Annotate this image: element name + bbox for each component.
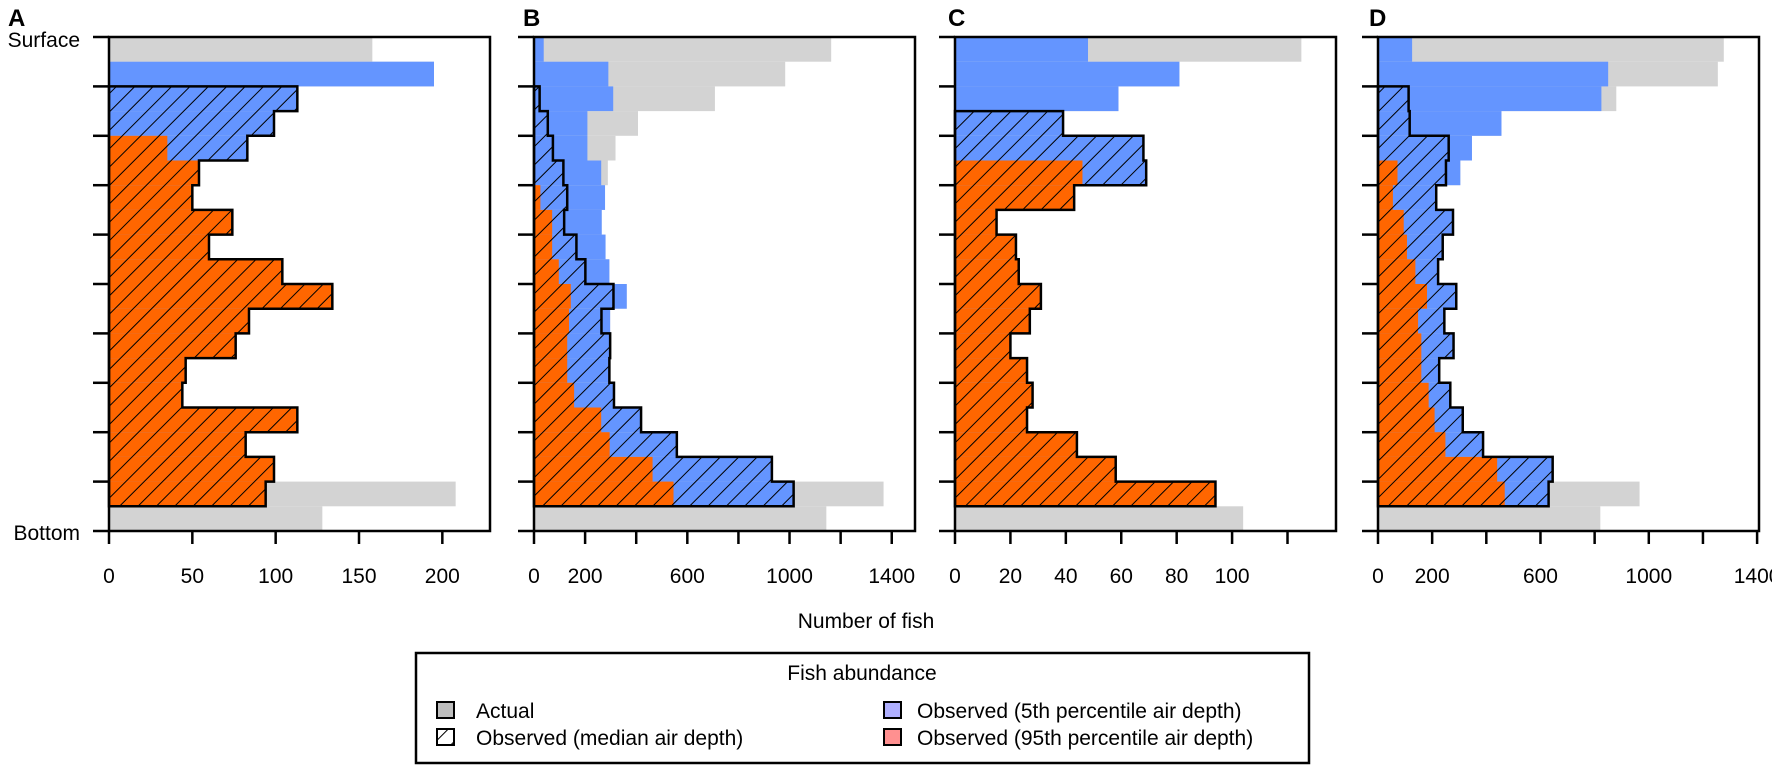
bar-median [107,85,334,508]
panel-letter: D [1369,5,1386,32]
bar-p5 [109,61,434,87]
legend: Fish abundance Actual Observed (median a… [414,651,1311,765]
bar-actual [1378,506,1601,531]
bar-median [1376,85,1554,508]
panel-letter: B [523,5,540,32]
bar-p5 [534,61,609,87]
x-tick-label: 1000 [1625,565,1672,588]
legend-label-p5: Observed (5th percentile air depth) [917,700,1242,723]
x-tick-label: 20 [999,565,1022,588]
panel-letter: C [948,5,965,32]
legend-swatch-p95 [883,728,902,746]
bar-actual [109,506,323,531]
x-tick-label: 100 [1215,565,1250,588]
bar-actual [1378,37,1724,62]
legend-label-p95: Observed (95th percentile air depth) [917,727,1253,750]
bar-actual [109,37,373,62]
panel-c: C 0 20 40 60 80 100 [939,5,1338,588]
x-tick-label: 50 [181,565,204,588]
bar-median [953,109,1217,508]
x-tick-label: 100 [258,565,293,588]
bar-actual [534,37,832,62]
x-tick-label: 1400 [1734,565,1772,588]
bar-p5 [955,86,1119,112]
x-tick-label: 0 [528,565,540,588]
panel-b: B 0 200 600 1000 1400 [518,5,917,588]
panel-d: D 0 200 600 1000 1400 [1362,5,1772,588]
legend-box [414,651,1311,765]
y-label-bottom: Bottom [13,522,80,545]
x-tick-label: 80 [1165,565,1188,588]
x-tick-label: 0 [103,565,115,588]
panel-a: A 0 50 100 150 200 [8,5,492,588]
legend-swatch-actual [436,701,455,719]
bar-median [532,85,795,508]
x-tick-label: 40 [1054,565,1077,588]
x-tick-label: 1400 [868,565,915,588]
bar-p5 [1378,86,1602,112]
y-label-surface: Surface [8,29,80,52]
bar-p5 [1378,37,1413,62]
x-tick-label: 0 [1372,565,1384,588]
legend-swatch-p5 [883,701,902,719]
x-tick-label: 150 [341,565,376,588]
legend-label-median: Observed (median air depth) [476,727,743,750]
x-tick-label: 60 [1110,565,1133,588]
legend-title: Fish abundance [787,662,936,685]
legend-swatch-median [436,728,455,746]
x-tick-label: 200 [1415,565,1450,588]
panel-letter: A [8,5,25,32]
x-tick-label: 600 [670,565,705,588]
x-tick-label: 200 [568,565,603,588]
bar-actual [955,506,1244,531]
bar-p5 [1378,61,1609,87]
x-tick-label: 200 [425,565,460,588]
x-tick-label: 1000 [766,565,813,588]
x-axis-label: Number of fish [798,610,935,633]
bar-p5 [534,37,544,62]
bar-p5 [955,61,1180,87]
bar-p5 [955,37,1089,62]
x-tick-label: 600 [1523,565,1558,588]
bar-p5 [534,86,614,112]
bar-actual [534,506,827,531]
x-tick-label: 0 [949,565,961,588]
legend-label-actual: Actual [476,700,534,723]
